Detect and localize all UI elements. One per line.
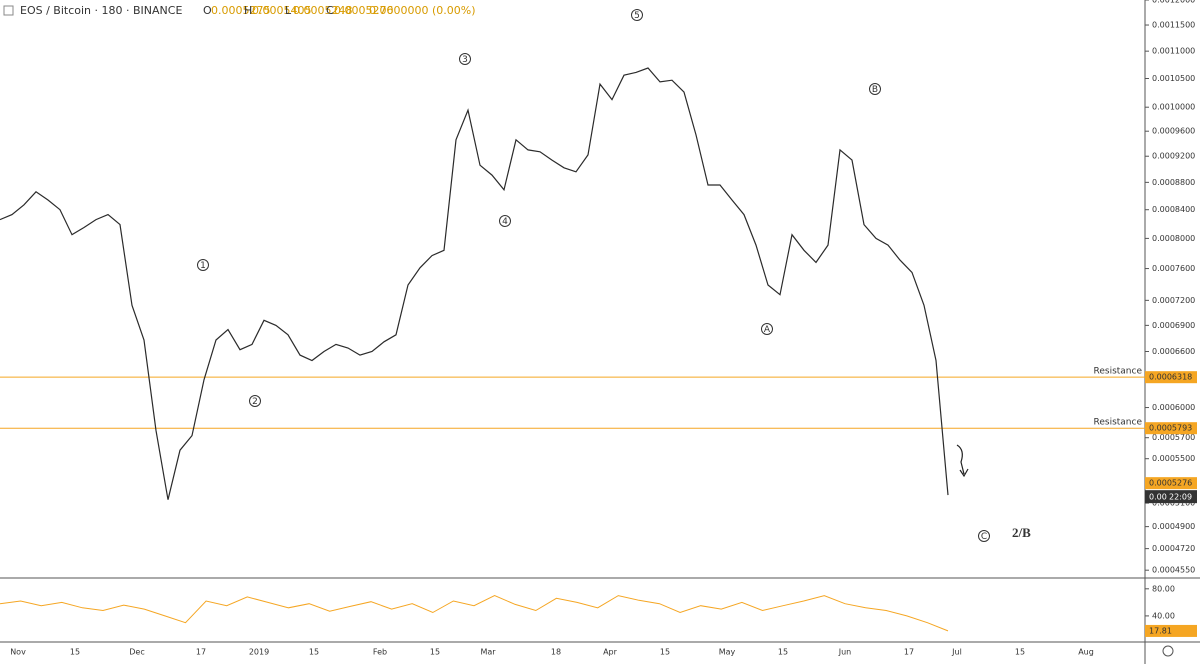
last-price-label: 0.0005276 bbox=[1149, 479, 1192, 488]
y-tick-label: 0.0011000 bbox=[1152, 47, 1195, 56]
y-tick-label: 0.0010000 bbox=[1152, 103, 1195, 112]
symbol: EOS / Bitcoin · 180 · BINANCE bbox=[20, 4, 182, 17]
x-tick-label: 15 bbox=[1015, 648, 1025, 657]
price-tag bbox=[1145, 422, 1197, 435]
wave-label: 1 bbox=[200, 261, 206, 271]
y-tick-label: 0.0004720 bbox=[1152, 544, 1195, 553]
wave-circle bbox=[249, 395, 261, 407]
ohlc-key: C bbox=[326, 4, 334, 17]
y-tick-label: 0.0009600 bbox=[1152, 127, 1195, 136]
wave-circle bbox=[761, 323, 773, 335]
x-tick-label: 15 bbox=[778, 648, 788, 657]
price-tag-label: 0.0005793 bbox=[1149, 424, 1192, 433]
x-tick-label: 15 bbox=[430, 648, 440, 657]
y-tick-label: 0.0006600 bbox=[1152, 347, 1195, 356]
oscillator-tag bbox=[1145, 624, 1197, 637]
x-tick-label: Nov bbox=[10, 648, 26, 657]
oscillator-tag-label: 17.81 bbox=[1149, 626, 1172, 635]
wave-circle bbox=[631, 9, 643, 21]
y-tick-label: 0.0006000 bbox=[1152, 403, 1195, 412]
x-tick-label: Aug bbox=[1078, 648, 1094, 657]
y-tick-label: 0.0007600 bbox=[1152, 264, 1195, 273]
x-tick-label: 15 bbox=[70, 648, 80, 657]
x-tick-label: May bbox=[719, 648, 736, 657]
wave-circle bbox=[459, 53, 471, 65]
x-tick-label: 18 bbox=[551, 648, 561, 657]
x-tick-label: 17 bbox=[904, 648, 914, 657]
resistance-label: Resistance bbox=[1094, 418, 1143, 428]
price-tag bbox=[1145, 371, 1197, 384]
x-tick-label: Mar bbox=[480, 648, 496, 657]
x-tick-label: Apr bbox=[603, 648, 618, 657]
wave-circle bbox=[499, 215, 511, 227]
menu-icon[interactable] bbox=[3, 5, 14, 16]
y-tick-label: 0.0011500 bbox=[1152, 21, 1195, 30]
ohlc-key: O bbox=[203, 4, 212, 17]
resistance-label: Resistance bbox=[1094, 367, 1143, 377]
x-tick-label: 15 bbox=[660, 648, 670, 657]
current-tag-label: 0.00 bbox=[1149, 493, 1167, 502]
y-tick-label: 0.0009200 bbox=[1152, 152, 1195, 161]
wave-note: 2/B bbox=[1012, 525, 1031, 540]
last-price-tag bbox=[1145, 477, 1197, 490]
wave-label: C bbox=[981, 532, 987, 542]
x-tick-label: 2019 bbox=[249, 648, 269, 657]
ohlc-value: 0.0005248 bbox=[293, 4, 353, 17]
arrow bbox=[956, 444, 969, 478]
price-line bbox=[0, 67, 949, 500]
y-tick-label: 0.0012000 bbox=[1152, 0, 1195, 5]
ohlc-value: 0.0005405 bbox=[252, 4, 312, 17]
settings-icon[interactable] bbox=[1162, 645, 1174, 657]
ohlc-key: L bbox=[285, 4, 292, 17]
wave-label: 5 bbox=[634, 11, 640, 21]
y-tick-label: 40.00 bbox=[1152, 611, 1175, 620]
y-tick-label: 0.0004900 bbox=[1152, 522, 1195, 531]
price-tag-label: 0.0006318 bbox=[1149, 373, 1192, 382]
x-tick-label: 15 bbox=[309, 648, 319, 657]
y-tick-label: 0.0005500 bbox=[1152, 454, 1195, 463]
wave-label: A bbox=[764, 325, 771, 335]
x-tick-label: 17 bbox=[196, 648, 206, 657]
wave-circle bbox=[869, 83, 881, 95]
wave-label: B bbox=[872, 85, 878, 95]
x-tick-label: Dec bbox=[129, 648, 144, 657]
current-tag bbox=[1145, 490, 1197, 504]
ohlc-key: H bbox=[244, 4, 252, 17]
y-tick-label: 0.0006900 bbox=[1152, 321, 1195, 330]
y-tick-label: 0.0007200 bbox=[1152, 296, 1195, 305]
y-tick-label: 0.0004550 bbox=[1152, 566, 1195, 575]
ohlc-value: 0.0005276 bbox=[334, 4, 394, 17]
ohlc-value: 0.0005275 bbox=[211, 4, 271, 17]
x-tick-label: Feb bbox=[373, 648, 387, 657]
y-tick-label: 0.0010500 bbox=[1152, 74, 1195, 83]
wave-label: 4 bbox=[502, 217, 508, 227]
wave-circle bbox=[978, 530, 990, 542]
oscillator-line bbox=[0, 595, 949, 632]
y-tick-label: 0.0008400 bbox=[1152, 205, 1195, 214]
y-tick-label: 0.0008800 bbox=[1152, 178, 1195, 187]
countdown: 22:09 bbox=[1169, 493, 1192, 502]
wave-circle bbox=[197, 259, 209, 271]
x-tick-label: Jul bbox=[951, 648, 962, 657]
change: 0.0000000 (0.00%) bbox=[369, 4, 476, 17]
y-tick-label: 0.0005700 bbox=[1152, 433, 1195, 442]
y-tick-label: 0.0008000 bbox=[1152, 234, 1195, 243]
x-tick-label: Jun bbox=[838, 648, 852, 657]
wave-label: 3 bbox=[462, 55, 468, 65]
y-tick-label: 80.00 bbox=[1152, 584, 1175, 593]
wave-label: 2 bbox=[252, 397, 258, 407]
